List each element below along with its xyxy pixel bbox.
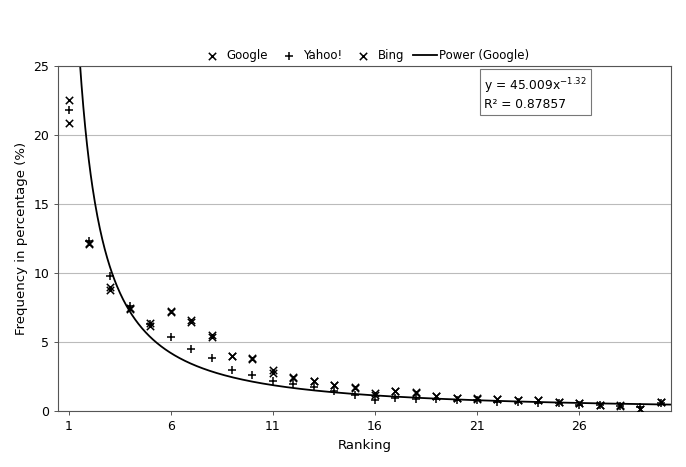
Yahoo! bbox=[226, 366, 237, 374]
Yahoo! bbox=[84, 238, 95, 245]
Yahoo! bbox=[533, 399, 544, 407]
Yahoo! bbox=[512, 398, 523, 405]
Bing bbox=[247, 354, 258, 361]
Google bbox=[247, 355, 258, 363]
Yahoo! bbox=[655, 399, 666, 407]
Bing bbox=[206, 333, 217, 340]
Bing bbox=[104, 283, 115, 291]
Google bbox=[512, 396, 523, 404]
Yahoo! bbox=[594, 401, 605, 408]
X-axis label: Ranking: Ranking bbox=[338, 439, 392, 452]
Google bbox=[308, 377, 319, 385]
Bing bbox=[573, 399, 584, 407]
Bing bbox=[431, 392, 442, 400]
Google bbox=[165, 308, 176, 316]
Yahoo! bbox=[451, 396, 462, 404]
Bing bbox=[226, 353, 237, 360]
Text: y = 45.009x$^{-1.32}$
R² = 0.87857: y = 45.009x$^{-1.32}$ R² = 0.87857 bbox=[484, 76, 587, 111]
Google bbox=[288, 373, 299, 381]
Bing bbox=[370, 390, 381, 397]
Bing bbox=[329, 382, 340, 389]
Bing bbox=[615, 401, 626, 408]
Google bbox=[615, 402, 626, 410]
Yahoo! bbox=[635, 403, 646, 411]
Yahoo! bbox=[104, 272, 115, 280]
Google bbox=[370, 391, 381, 398]
Bing bbox=[512, 396, 523, 404]
Google bbox=[329, 382, 340, 389]
Google bbox=[573, 399, 584, 407]
Google bbox=[594, 401, 605, 408]
Yahoo! bbox=[573, 401, 584, 408]
Google bbox=[390, 387, 401, 395]
Google bbox=[533, 396, 544, 404]
Google bbox=[431, 392, 442, 400]
Yahoo! bbox=[431, 395, 442, 403]
Yahoo! bbox=[492, 398, 503, 405]
Google bbox=[206, 332, 217, 339]
Bing bbox=[594, 401, 605, 408]
Bing bbox=[553, 398, 564, 405]
Google bbox=[226, 353, 237, 360]
Google bbox=[655, 398, 666, 405]
Google bbox=[268, 366, 279, 374]
Bing bbox=[124, 305, 135, 313]
Bing bbox=[451, 394, 462, 401]
Yahoo! bbox=[308, 383, 319, 390]
Bing bbox=[533, 396, 544, 404]
Yahoo! bbox=[124, 303, 135, 310]
Bing bbox=[84, 241, 95, 248]
Google bbox=[84, 239, 95, 247]
Bing bbox=[63, 119, 74, 126]
Yahoo! bbox=[553, 399, 564, 407]
Yahoo! bbox=[390, 394, 401, 401]
Google bbox=[553, 398, 564, 405]
Google bbox=[451, 394, 462, 401]
Bing bbox=[390, 387, 401, 395]
Yahoo! bbox=[471, 396, 482, 404]
Bing bbox=[635, 405, 646, 412]
Yahoo! bbox=[329, 387, 340, 395]
Yahoo! bbox=[268, 377, 279, 385]
Bing bbox=[288, 375, 299, 382]
Google bbox=[410, 389, 421, 396]
Bing bbox=[165, 307, 176, 314]
Google bbox=[104, 286, 115, 294]
Legend: Google, Yahoo!, Bing, Power (Google): Google, Yahoo!, Bing, Power (Google) bbox=[196, 44, 534, 67]
Yahoo! bbox=[247, 372, 258, 379]
Bing bbox=[655, 398, 666, 405]
Google bbox=[349, 383, 360, 390]
Google bbox=[63, 97, 74, 104]
Bing bbox=[410, 390, 421, 397]
Yahoo! bbox=[288, 380, 299, 388]
Google bbox=[124, 304, 135, 311]
Yahoo! bbox=[615, 402, 626, 410]
Yahoo! bbox=[349, 391, 360, 398]
Bing bbox=[268, 369, 279, 376]
Yahoo! bbox=[63, 106, 74, 114]
Bing bbox=[308, 377, 319, 385]
Yahoo! bbox=[165, 333, 176, 340]
Yahoo! bbox=[410, 395, 421, 403]
Google bbox=[145, 322, 156, 329]
Bing bbox=[492, 395, 503, 403]
Bing bbox=[186, 317, 197, 324]
Yahoo! bbox=[206, 354, 217, 362]
Bing bbox=[349, 384, 360, 392]
Yahoo! bbox=[186, 346, 197, 353]
Google bbox=[471, 394, 482, 401]
Google bbox=[186, 318, 197, 325]
Yahoo! bbox=[370, 396, 381, 404]
Bing bbox=[145, 319, 156, 327]
Yahoo! bbox=[145, 321, 156, 328]
Google bbox=[635, 405, 646, 412]
Google bbox=[492, 395, 503, 403]
Y-axis label: Frequency in percentage (%): Frequency in percentage (%) bbox=[15, 142, 28, 335]
Bing bbox=[471, 395, 482, 403]
